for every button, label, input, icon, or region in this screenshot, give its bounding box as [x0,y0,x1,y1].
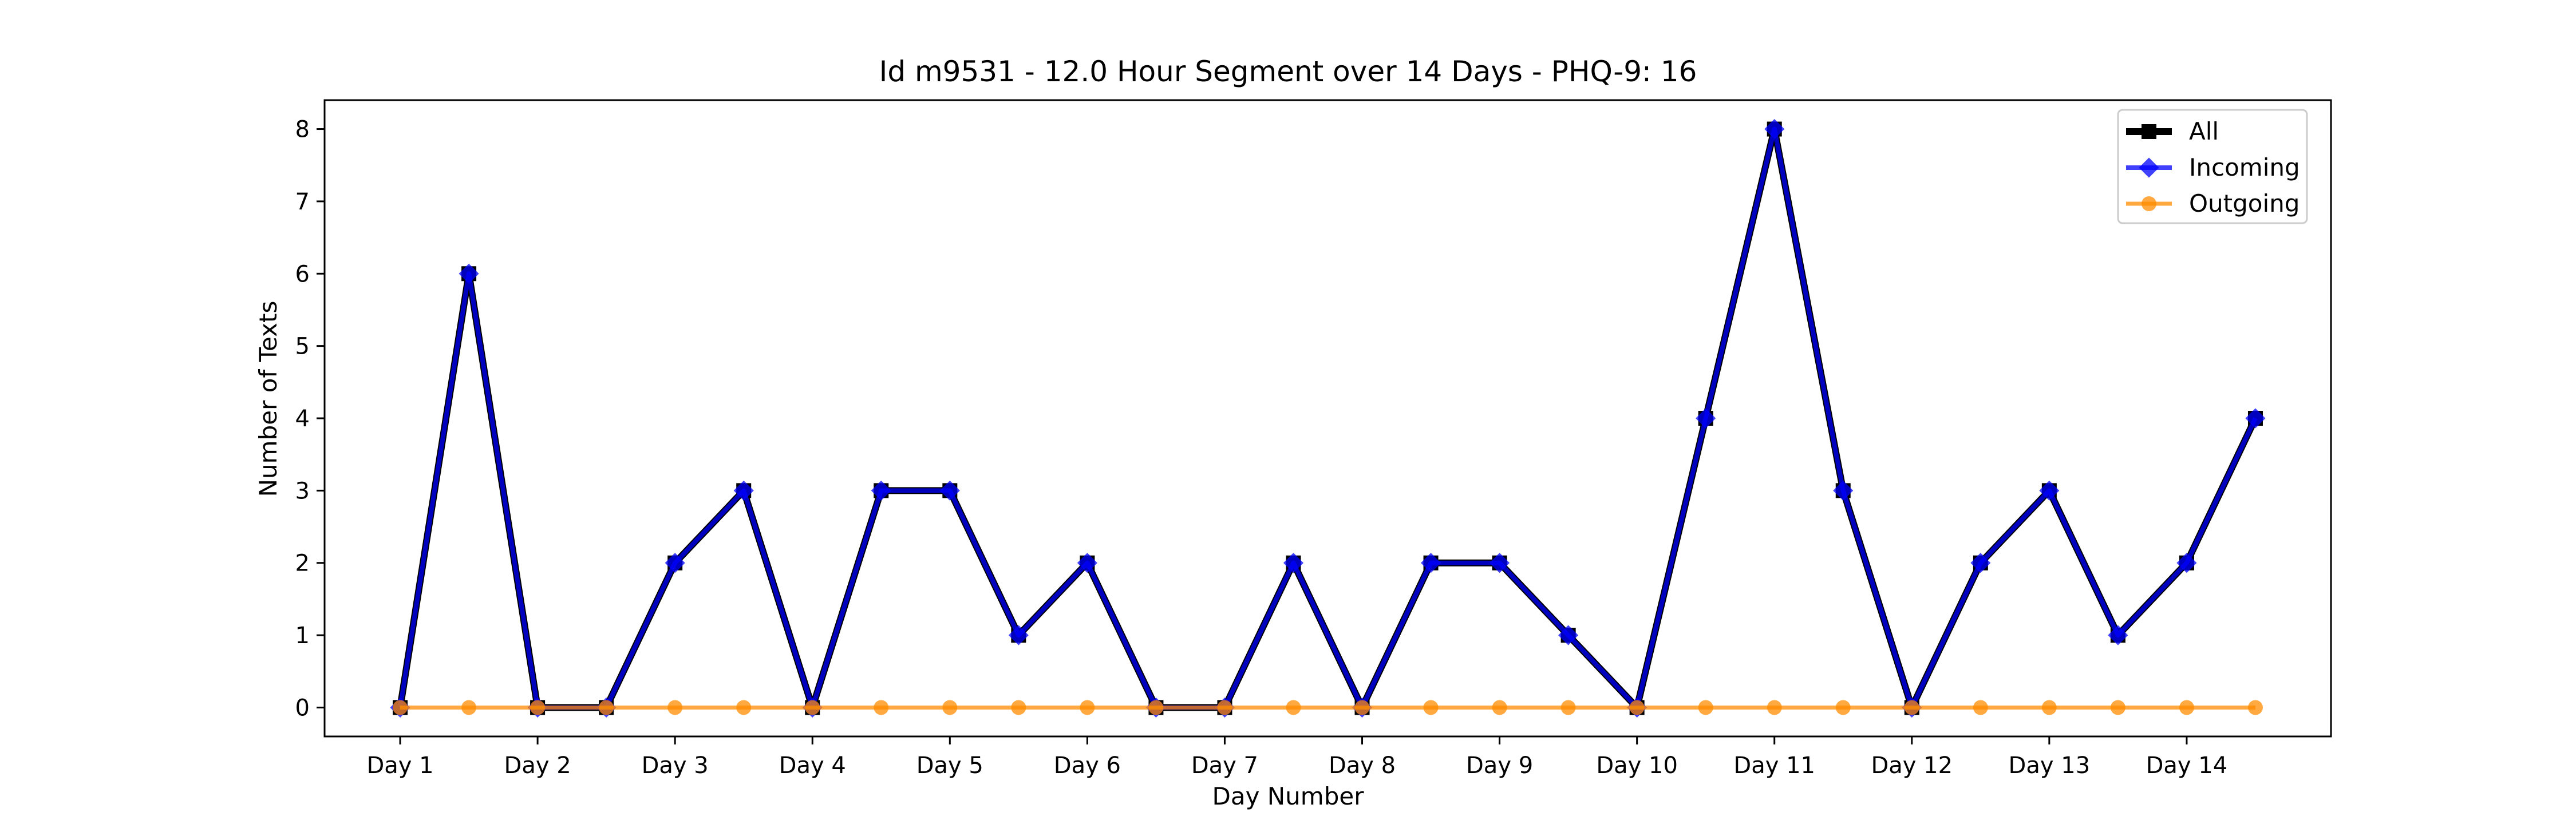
data-point-outgoing [805,700,820,715]
data-point-outgoing [1767,700,1782,715]
data-point-outgoing [874,700,889,715]
legend-marker-incoming [2139,157,2159,178]
data-point-outgoing [1423,700,1439,715]
data-point-outgoing [1629,700,1645,715]
legend: All Incoming Outgoing [2117,109,2308,224]
y-tick-label: 6 [295,261,310,287]
legend-label-outgoing: Outgoing [2189,189,2300,217]
data-point-outgoing [2247,700,2263,715]
data-point-incoming [1970,553,1991,573]
series-line-all [397,125,2259,711]
x-tick-label: Day 9 [1466,752,1533,779]
data-point-incoming [1490,553,1510,573]
data-point-outgoing [393,700,408,715]
x-tick-label: Day 5 [916,752,983,779]
legend-marker-outgoing [2142,196,2156,211]
data-point-incoming [1696,408,1716,429]
data-point-outgoing [1492,700,1507,715]
data-point-incoming [1833,480,1854,501]
data-point-outgoing [1148,700,1164,715]
legend-marker-all [2142,124,2156,139]
series-outgoing [393,700,2263,715]
y-tick-label: 3 [295,478,310,504]
x-axis-label: Day Number [1212,782,1364,810]
data-point-incoming [2176,553,2197,573]
y-tick-label: 1 [295,623,310,649]
data-point-outgoing [667,700,683,715]
y-axis-label: Number of Texts [254,301,282,497]
data-point-incoming [1764,118,1785,140]
y-tick-label: 4 [295,406,310,432]
data-point-incoming [939,480,960,501]
x-tick-label: Day 1 [366,752,433,779]
legend-label-all: All [2189,117,2219,145]
data-point-incoming [871,480,891,501]
x-tick-label: Day 3 [642,752,709,779]
data-point-outgoing [2179,700,2194,715]
x-tick-label: Day 6 [1054,752,1121,779]
data-point-outgoing [1904,700,1919,715]
x-tick-label: Day 10 [1596,752,1678,779]
x-tick-label: Day 13 [2009,752,2091,779]
data-point-outgoing [2041,700,2057,715]
data-point-outgoing [1698,700,1713,715]
x-tick-label: Day 4 [779,752,846,779]
data-point-outgoing [1354,700,1370,715]
data-point-outgoing [1560,700,1576,715]
x-tick-label: Day 11 [1733,752,1815,779]
series-line-incoming [398,126,2258,710]
data-point-incoming [1077,553,1097,573]
data-point-outgoing [1286,700,1301,715]
y-tick-label: 7 [295,189,310,215]
data-point-outgoing [1080,700,1095,715]
data-point-incoming [2245,408,2266,429]
x-tick-label: Day 2 [504,752,571,779]
x-tick-label: Day 12 [1871,752,1953,779]
chart-title: Id m9531 - 12.0 Hour Segment over 14 Day… [879,55,1697,88]
data-point-incoming [1008,625,1029,645]
data-point-outgoing [1011,700,1026,715]
plot-area: 0 1 2 3 4 5 6 7 8 Day 1 Day 2 Day 3 Day 4 Day 5 Day 6 D… [295,99,2332,779]
data-point-outgoing [942,700,958,715]
data-point-incoming [733,480,754,501]
y-tick-label: 5 [295,334,310,360]
data-point-outgoing [1217,700,1232,715]
data-point-outgoing [736,700,752,715]
x-tick-label: Day 8 [1329,752,1396,779]
legend-box [2117,109,2308,224]
x-tick-label: Day 14 [2146,752,2228,779]
data-point-incoming [1558,625,1579,645]
data-point-outgoing [1973,700,1988,715]
y-tick-label: 0 [295,695,310,721]
data-point-incoming [665,553,685,573]
data-point-outgoing [530,700,546,715]
data-point-incoming [459,263,479,284]
series-all [393,121,2263,715]
data-point-outgoing [461,700,477,715]
data-point-outgoing [2110,700,2125,715]
legend-label-incoming: Incoming [2189,153,2300,181]
data-point-outgoing [599,700,614,715]
data-point-outgoing [1835,700,1851,715]
y-tick-label: 8 [295,117,310,143]
y-tick-label: 2 [295,550,310,577]
data-point-incoming [2108,625,2128,645]
data-point-incoming [2039,480,2060,501]
x-tick-label: Day 7 [1191,752,1258,779]
data-point-incoming [1283,553,1304,573]
data-point-incoming [1421,553,1441,573]
